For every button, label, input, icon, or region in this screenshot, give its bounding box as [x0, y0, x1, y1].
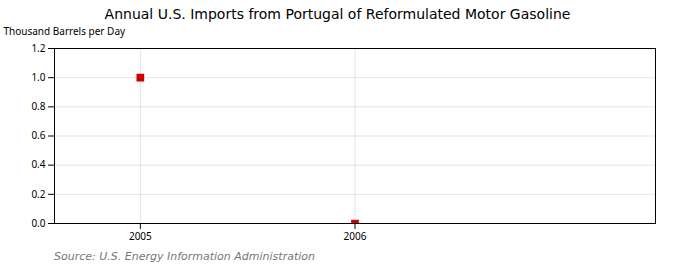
- svg-text:0.0: 0.0: [31, 216, 45, 230]
- html-text:Annual U.S. Imports from Portu: Annual U.S. Imports from Portugal of Ref…: [104, 6, 571, 22]
- svg-text:Thousand Barrels per Day: Thousand Barrels per Day: [4, 24, 127, 38]
- svg-text:0.6: 0.6: [31, 128, 45, 142]
- svg-text:2006: 2006: [344, 229, 367, 243]
- svg-text:0.4: 0.4: [31, 157, 45, 171]
- html-text:Source: U.S. Energy Informatio: Source: U.S. Energy Information Administ…: [54, 250, 315, 263]
- svg-text:1.2: 1.2: [31, 41, 45, 55]
- svg-text:0.8: 0.8: [31, 99, 45, 113]
- svg-text:1.0: 1.0: [31, 70, 45, 84]
- svg-text:0.2: 0.2: [31, 187, 45, 201]
- svg-text:2005: 2005: [129, 229, 152, 243]
